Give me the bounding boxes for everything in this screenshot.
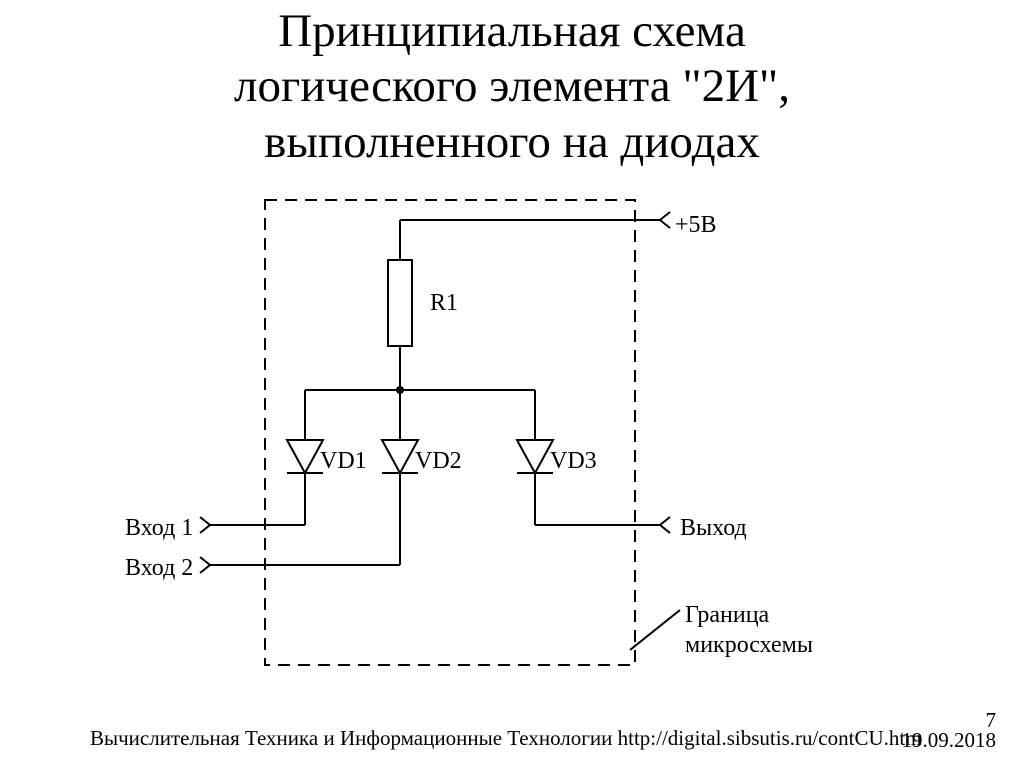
slide-title: Принципиальная схемалогического элемента…: [0, 4, 1024, 170]
output-label: Выход: [680, 515, 747, 542]
slide-date: 19.09.2018: [902, 728, 997, 753]
circuit-diagram: +5В R1 VD1 VD2 VD3 Вход 1 Вход 2 Выход Г…: [130, 190, 890, 680]
resistor-label: R1: [430, 290, 458, 317]
power-label: +5В: [675, 212, 717, 239]
input1-label: Вход 1: [125, 515, 193, 542]
input2-label: Вход 2: [125, 555, 193, 582]
footer-text: Вычислительная Техника и Информационные …: [90, 726, 922, 751]
diode-label-vd2: VD2: [415, 448, 462, 475]
diode-label-vd1: VD1: [320, 448, 367, 475]
boundary-label-2: микросхемы: [685, 632, 813, 659]
diode-label-vd3: VD3: [550, 448, 597, 475]
boundary-label-1: Граница: [685, 602, 769, 629]
